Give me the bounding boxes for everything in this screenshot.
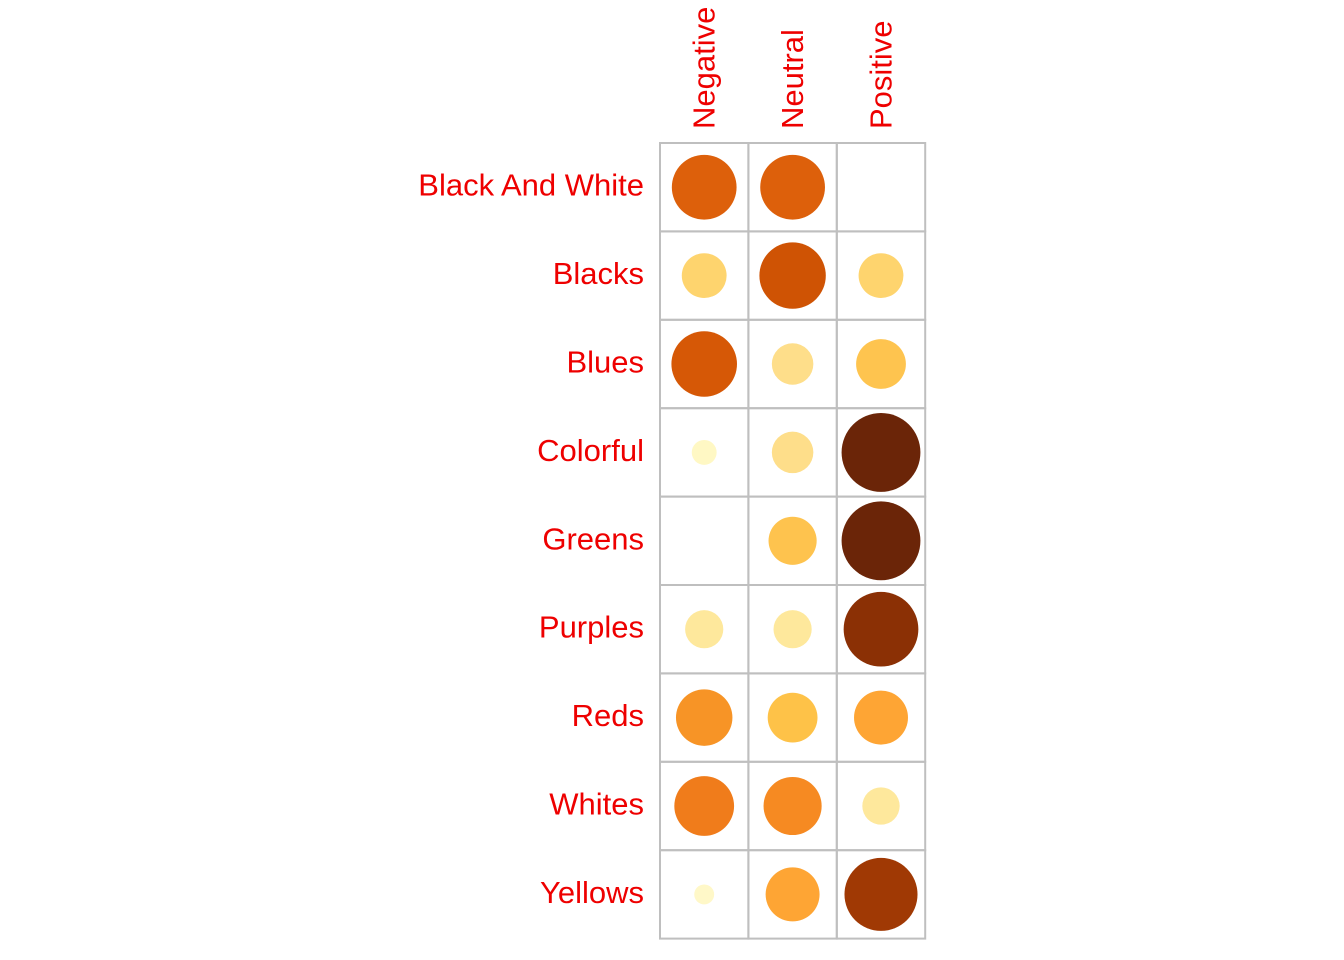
row-label: Purples [539, 610, 644, 645]
row-label: Blues [566, 345, 644, 380]
value-circle [685, 610, 724, 649]
value-circle [767, 692, 818, 743]
value-circle [841, 412, 921, 492]
value-circle [841, 501, 921, 581]
value-circle [681, 253, 727, 299]
value-circle [843, 591, 919, 667]
value-circle [765, 867, 820, 922]
value-circle [856, 339, 906, 389]
column-label: Positive [864, 20, 899, 129]
value-circle [862, 787, 900, 825]
column-label: Negative [687, 7, 722, 129]
value-circle [773, 610, 812, 649]
row-label: Black And White [418, 168, 644, 203]
row-label: Yellows [540, 875, 644, 910]
row-label: Blacks [553, 256, 644, 291]
grid-cell [835, 849, 927, 940]
value-circle [763, 776, 822, 836]
value-circle [675, 689, 733, 746]
value-circle [858, 253, 904, 299]
value-circle [694, 884, 715, 905]
marks [671, 154, 921, 931]
column-label: Neutral [775, 29, 810, 129]
value-circle [691, 439, 717, 465]
row-label: Whites [549, 787, 644, 822]
value-circle [854, 690, 908, 745]
value-circle [771, 431, 814, 474]
row-label: Reds [572, 698, 644, 733]
value-circle [844, 857, 918, 931]
row-label: Colorful [537, 433, 644, 468]
grid-cell [835, 142, 927, 233]
value-circle [674, 776, 735, 836]
row-label: Greens [542, 521, 644, 556]
value-circle [671, 154, 737, 220]
value-circle [759, 242, 826, 309]
value-circle [760, 154, 825, 220]
column-labels: Negative Neutral Positive [687, 7, 899, 129]
grid [659, 142, 927, 940]
grid-cell [659, 495, 750, 587]
value-circle [671, 331, 737, 397]
value-circle [771, 343, 814, 385]
value-circle [768, 516, 817, 565]
row-labels: Black And White Blacks Blues Colorful Greens… [418, 168, 644, 910]
